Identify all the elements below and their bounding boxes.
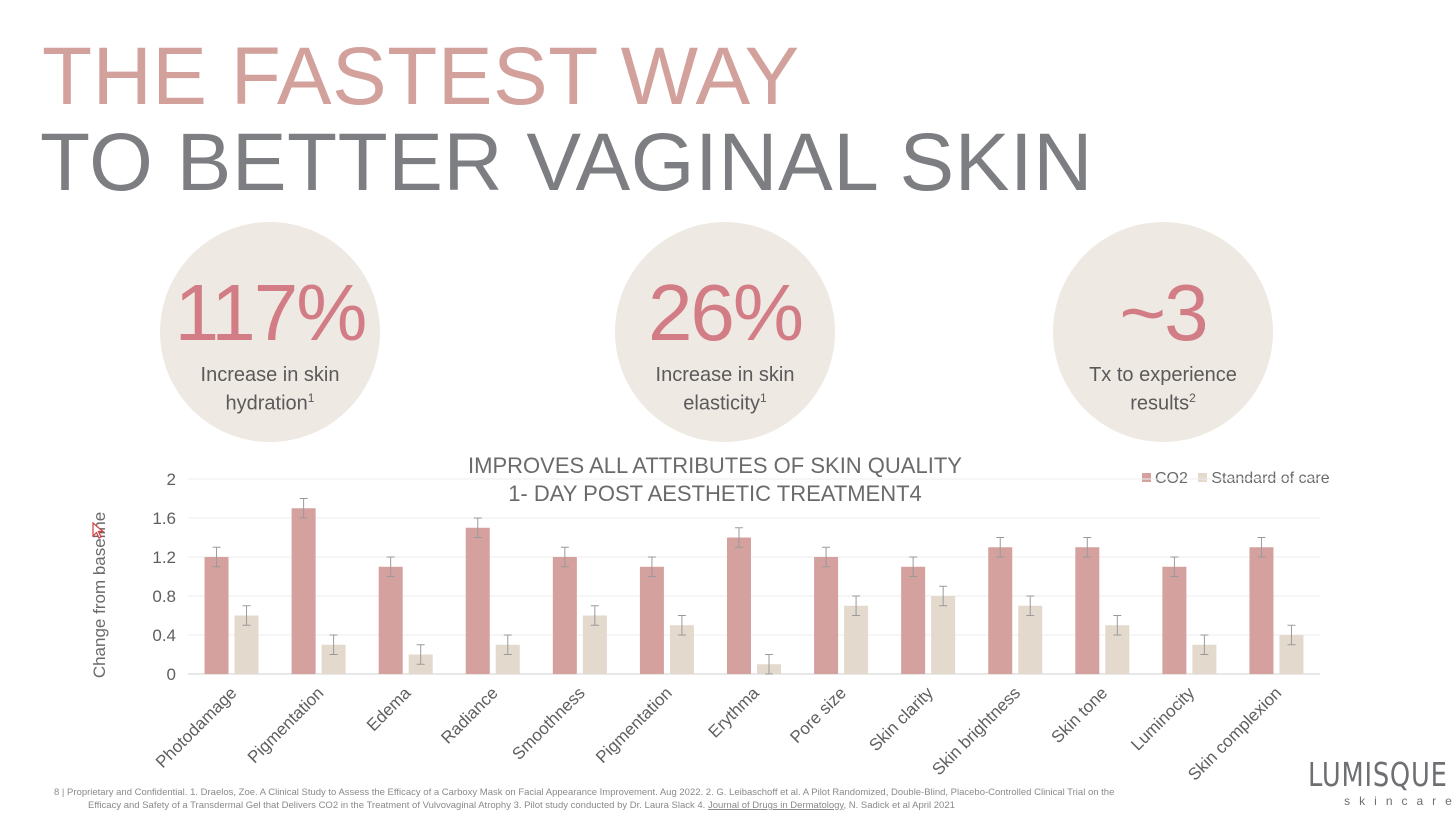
x-tick-label: Skin clarity [865,683,937,755]
x-tick-label: Skin brightness [928,683,1024,779]
stat-value: ~3 [1119,268,1208,357]
mouse-cursor-icon [92,522,105,539]
bar-standard-of-care [844,605,869,674]
stat-label-line1: Increase in skin [200,364,340,386]
x-tick-label: Smoothness [508,683,588,763]
stat-label: Increase in skin elasticity1 [615,364,835,416]
stat-circle-treatments: ~3 Tx to experience results2 [1053,222,1273,442]
x-tick-label: Luminocity [1127,683,1198,754]
bar-co2 [901,566,926,674]
y-tick-label: 0.4 [152,626,176,645]
x-tick-label: Skin tone [1048,683,1112,747]
stat-label-line1: Increase in skin [655,364,795,386]
stat-label: Tx to experience results2 [1053,364,1273,416]
bar-co2 [727,537,751,674]
x-tick-label: Pigmentation [592,683,676,767]
x-tick-label: Radiance [437,683,501,747]
footnote-marker: 1 [760,391,767,405]
x-tick-label: Edema [363,683,415,735]
footnote-marker: 1 [307,391,315,405]
y-tick-label: 1.6 [152,509,176,528]
bar-co2 [204,557,229,674]
x-tick-label: Pigmentation [244,683,328,767]
bar-co2 [1075,547,1100,674]
bar-standard-of-care [234,615,259,674]
chart-title-line-1: IMPROVES ALL ATTRIBUTES OF SKIN QUALITY [468,453,962,478]
bar-co2 [988,547,1013,674]
stat-value: 26% [647,268,804,357]
bar-co2 [291,508,316,674]
legend-swatch-standard [1198,473,1208,482]
brand-logo: LUMISQUE skincare [1308,755,1456,809]
bar-co2 [378,566,403,674]
y-tick-label: 0 [167,665,176,684]
footer-line-2b: , N. Sadick et al April 2021 [843,800,955,811]
stat-circle-hydration: 117% Increase in skin hydration1 [160,222,380,442]
footer-journal-link[interactable]: Journal of Drugs in Dermatology [707,800,844,811]
x-tick-label: Erythma [705,683,764,742]
title-line-2: TO BETTER VAGINAL SKIN [40,117,1093,208]
stat-circle-elasticity: 26% Increase in skin elasticity1 [615,222,835,442]
bar-co2 [1162,566,1187,674]
title-line-1: THE FASTEST WAY [42,31,800,122]
stat-label-line2: elasticity [683,392,760,415]
chart-title-line-2: 1- DAY POST AESTHETIC TREATMENT4 [508,481,922,506]
stat-label-line2: results [1130,392,1190,415]
y-tick-label: 2 [167,470,176,489]
x-tick-label: Photodamage [152,683,240,771]
y-tick-label: 0.8 [152,587,176,606]
stat-label-line2: hydration [225,392,308,415]
footnote-marker: 2 [1189,391,1196,405]
bar-co2 [639,566,664,674]
stat-label: Increase in skin hydration1 [160,364,380,416]
footer-references: 8 | Proprietary and Confidential. 1. Dra… [54,786,1284,812]
bar-co2 [1249,547,1274,674]
bar-standard-of-care [1018,605,1043,674]
logo-tagline: skincare [1344,794,1456,808]
footer-line-2a: Efficacy and Safety of a Transdermal Gel… [88,800,708,811]
stat-label-line1: Tx to experience [1089,364,1237,386]
y-tick-label: 1.2 [152,548,176,567]
footer-line-1: 8 | Proprietary and Confidential. 1. Dra… [54,787,1115,798]
bar-co2 [552,557,577,674]
bar-co2 [465,527,490,674]
legend-swatch-co2 [1142,473,1151,482]
x-tick-label: Pore size [786,683,850,747]
logo-wordmark: LUMISQUE [1308,755,1448,794]
x-tick-label: Skin complexion [1184,683,1285,784]
bar-co2 [814,557,839,674]
bar-standard-of-care [931,596,956,674]
stat-value: 117% [174,268,368,357]
